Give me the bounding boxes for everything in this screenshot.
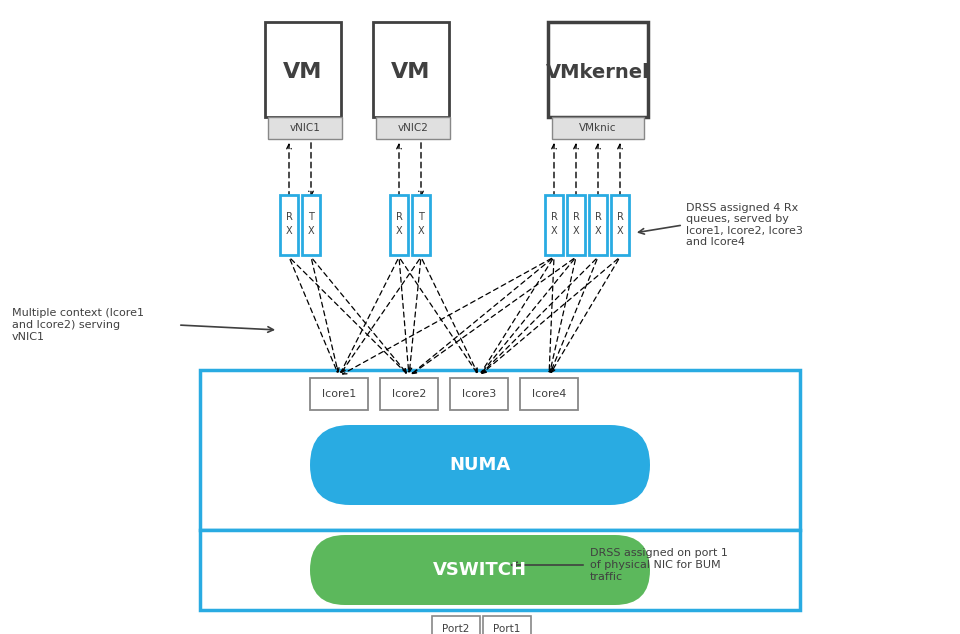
Bar <box>302 195 320 255</box>
Bar <box>200 530 800 610</box>
Text: Port1: Port1 <box>493 624 520 634</box>
Bar <box>548 22 648 117</box>
Bar <box>200 370 800 530</box>
Text: R: R <box>616 212 623 222</box>
Bar <box>373 22 449 117</box>
Bar <box>567 195 585 255</box>
Text: NUMA: NUMA <box>449 456 511 474</box>
Text: Port2: Port2 <box>443 624 469 634</box>
Text: VMknic: VMknic <box>579 123 616 133</box>
Bar <box>552 117 644 139</box>
Text: VMkernel: VMkernel <box>546 63 650 82</box>
Text: lcore2: lcore2 <box>392 389 426 399</box>
Text: lcore3: lcore3 <box>462 389 496 399</box>
Text: lcore1: lcore1 <box>322 389 356 399</box>
Text: T: T <box>308 212 314 222</box>
Bar <box>376 117 450 139</box>
Text: X: X <box>308 226 314 236</box>
Bar <box>520 378 578 410</box>
Bar <box>483 616 531 634</box>
Text: T: T <box>418 212 424 222</box>
Bar <box>380 378 438 410</box>
Text: X: X <box>551 226 558 236</box>
Text: X: X <box>286 226 292 236</box>
Text: vNIC2: vNIC2 <box>397 123 428 133</box>
Text: X: X <box>396 226 402 236</box>
Text: R: R <box>572 212 580 222</box>
Bar <box>268 117 342 139</box>
Bar <box>611 195 629 255</box>
Text: X: X <box>594 226 601 236</box>
Text: vNIC1: vNIC1 <box>290 123 321 133</box>
Bar <box>412 195 430 255</box>
Text: R: R <box>551 212 558 222</box>
Text: DRSS assigned on port 1
of physical NIC for BUM
traffic: DRSS assigned on port 1 of physical NIC … <box>590 548 728 581</box>
Text: R: R <box>396 212 402 222</box>
Text: X: X <box>616 226 623 236</box>
Bar <box>310 378 368 410</box>
Bar <box>589 195 607 255</box>
Bar <box>280 195 298 255</box>
Bar <box>450 378 508 410</box>
Text: R: R <box>594 212 601 222</box>
Text: X: X <box>418 226 424 236</box>
Text: VM: VM <box>283 62 323 82</box>
FancyBboxPatch shape <box>310 425 650 505</box>
Bar <box>265 22 341 117</box>
Bar <box>545 195 563 255</box>
Text: DRSS assigned 4 Rx
queues, served by
lcore1, lcore2, lcore3
and lcore4: DRSS assigned 4 Rx queues, served by lco… <box>686 203 803 247</box>
Text: X: X <box>573 226 579 236</box>
Bar <box>432 616 480 634</box>
Text: lcore4: lcore4 <box>532 389 566 399</box>
Text: VSWITCH: VSWITCH <box>433 561 527 579</box>
Text: VM: VM <box>392 62 431 82</box>
Text: R: R <box>285 212 293 222</box>
FancyBboxPatch shape <box>310 535 650 605</box>
Bar <box>390 195 408 255</box>
Text: Multiple context (lcore1
and lcore2) serving
vNIC1: Multiple context (lcore1 and lcore2) ser… <box>12 308 144 342</box>
